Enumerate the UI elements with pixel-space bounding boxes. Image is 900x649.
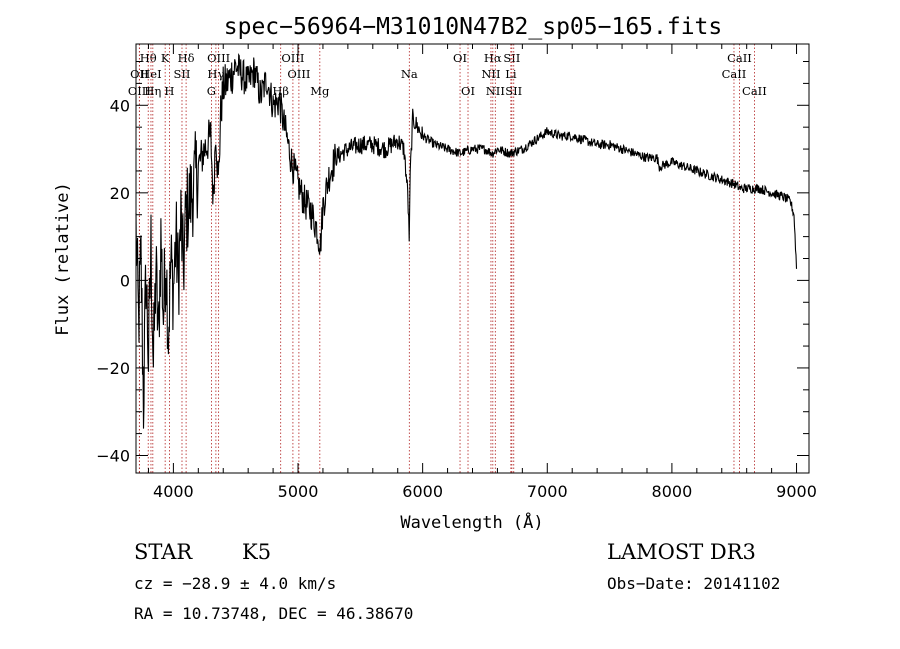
- object-class: STAR: [134, 540, 193, 564]
- spectral-line-label: Hδ: [178, 51, 195, 65]
- spectral-line-label: NII: [481, 67, 500, 81]
- spectral-line-label: CaII: [742, 84, 767, 98]
- y-axis-label: Flux (relative): [53, 182, 73, 336]
- spectral-line-label: OI: [453, 51, 467, 65]
- chart-title: spec−56964−M31010N47B2_sp05−165.fits: [224, 14, 723, 40]
- spectral-line-label: G: [207, 84, 216, 98]
- spectral-line-label: CaII: [727, 51, 752, 65]
- spectral-line-label: Mg: [310, 84, 330, 98]
- spectral-line-label: OIII: [207, 51, 230, 65]
- spectral-line-label: SII: [505, 84, 522, 98]
- x-tick-label: 8000: [652, 482, 693, 501]
- spectral-line-label: OIII: [128, 84, 151, 98]
- spectral-line-label: Na: [401, 67, 418, 81]
- spectrum-line: [135, 53, 798, 429]
- spectral-line-label: NII: [486, 84, 505, 98]
- redshift-velocity: cz = −28.9 ± 4.0 km/s: [134, 574, 337, 593]
- plot-frame: [135, 43, 810, 474]
- spectral-line-label: OIII: [287, 67, 310, 81]
- x-axis-label: Wavelength (Å): [400, 511, 543, 533]
- spectral-line-label: CaII: [722, 67, 747, 81]
- spectral-line-label: Hη: [144, 84, 161, 98]
- spectral-line-label: OIII: [281, 51, 304, 65]
- object-subclass: K5: [242, 540, 272, 564]
- y-axis: −40 −20 0 20 40: [96, 61, 809, 465]
- y-tick-label: −20: [96, 359, 130, 378]
- x-tick-label: 5000: [278, 482, 319, 501]
- x-tick-label: 7000: [527, 482, 568, 501]
- x-tick-label: 6000: [402, 482, 443, 501]
- spectral-line-label: K: [161, 51, 170, 65]
- x-tick-label: 4000: [153, 482, 194, 501]
- x-tick-label: 9000: [776, 482, 817, 501]
- spectral-line-label: OI: [461, 84, 475, 98]
- spectral-line-label: SII: [174, 67, 191, 81]
- y-tick-label: 0: [120, 271, 130, 290]
- y-tick-label: 40: [110, 96, 130, 115]
- survey-name: LAMOST DR3: [607, 540, 756, 564]
- spectral-line-label: OII: [130, 67, 149, 81]
- y-tick-label: 20: [110, 184, 130, 203]
- spectral-line-label: Hβ: [272, 84, 289, 98]
- spectral-line-label: Hα: [484, 51, 502, 65]
- observation-date: Obs−Date: 20141102: [607, 574, 781, 593]
- spectral-line-label: Hγ: [207, 67, 224, 81]
- x-axis: 4000 5000 6000 7000 8000 9000: [147, 44, 817, 501]
- spectral-line-label: H: [164, 84, 174, 98]
- spectral-line-label: SII: [503, 51, 520, 65]
- sky-coordinates: RA = 10.73748, DEC = 46.38670: [134, 604, 414, 623]
- spectral-line-label: HeI: [140, 67, 161, 81]
- spectral-line-label: Li: [505, 67, 517, 81]
- y-tick-label: −40: [96, 446, 130, 465]
- spectral-line-label: Hθ: [140, 51, 157, 65]
